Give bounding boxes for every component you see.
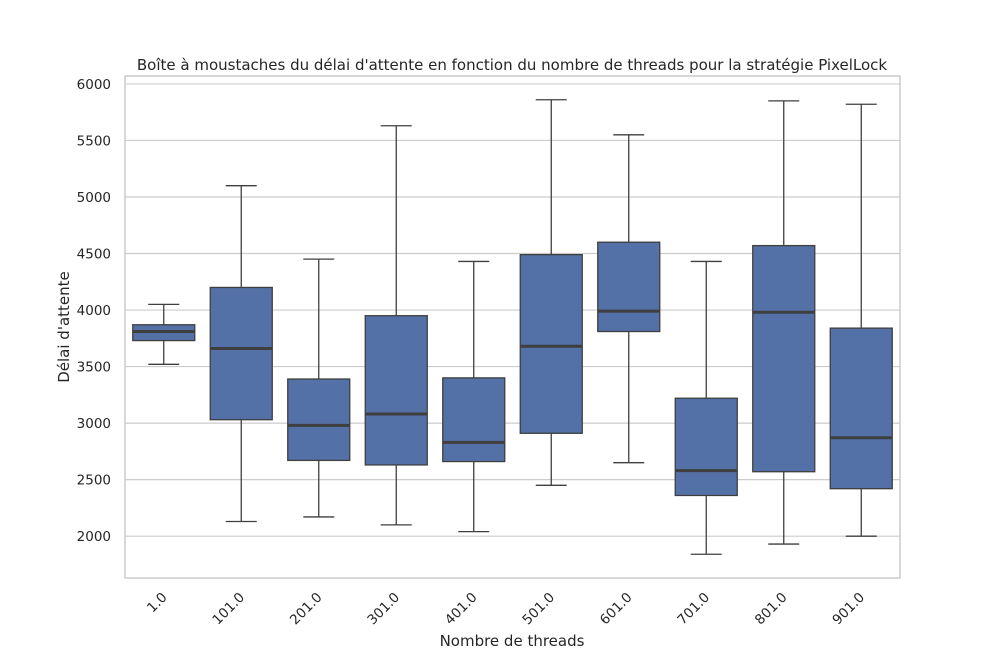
y-tick-label: 3500 bbox=[77, 360, 111, 376]
x-tick-label: 601.0 bbox=[597, 590, 636, 629]
box-group bbox=[442, 260, 506, 533]
box-group bbox=[752, 100, 816, 545]
y-tick-label: 5000 bbox=[77, 190, 111, 206]
chart-title: Boîte à moustaches du délai d'attente en… bbox=[137, 56, 888, 74]
y-axis-label: Délai d'attente bbox=[55, 271, 73, 383]
iqr-box bbox=[519, 253, 583, 434]
plot-frame bbox=[124, 75, 901, 579]
y-tick-label: 5500 bbox=[77, 133, 111, 149]
iqr-box bbox=[442, 377, 506, 463]
iqr-box bbox=[364, 315, 428, 466]
x-tick-label: 701.0 bbox=[674, 590, 713, 629]
box-group bbox=[597, 134, 661, 464]
x-tick-label: 501.0 bbox=[519, 590, 558, 629]
box-group bbox=[674, 260, 738, 555]
iqr-box bbox=[674, 397, 738, 497]
y-tick-label: 4500 bbox=[77, 247, 111, 263]
y-tick-label: 2000 bbox=[77, 529, 111, 545]
iqr-box bbox=[597, 241, 661, 333]
box-group bbox=[519, 99, 583, 486]
box-group bbox=[209, 185, 273, 523]
x-tick-label: 201.0 bbox=[287, 590, 326, 629]
y-tick-label: 3000 bbox=[77, 416, 111, 432]
x-tick-label: 101.0 bbox=[209, 590, 248, 629]
iqr-box bbox=[752, 244, 816, 473]
y-tick-label: 2500 bbox=[77, 473, 111, 489]
box-group bbox=[287, 258, 351, 518]
x-tick-label: 301.0 bbox=[364, 590, 403, 629]
box-group bbox=[364, 125, 428, 526]
y-tick-layer: 2000 2500 3000 3500 4000 4500 5000 5500 6000 bbox=[77, 77, 111, 545]
iqr-box bbox=[829, 327, 893, 490]
iqr-box bbox=[209, 286, 273, 421]
box-layer bbox=[132, 99, 893, 555]
y-tick-label: 4000 bbox=[77, 303, 111, 319]
box-group bbox=[829, 103, 893, 537]
y-tick-label: 6000 bbox=[77, 77, 111, 93]
x-tick-label: 1.0 bbox=[144, 590, 171, 617]
iqr-box bbox=[287, 378, 351, 462]
x-tick-layer: 1.0 101.0 201.0 301.0 401.0 501.0 601.0 701.0 80… bbox=[144, 590, 868, 629]
x-axis-label: Nombre de threads bbox=[440, 632, 585, 650]
x-tick-label: 901.0 bbox=[829, 590, 868, 629]
x-tick-label: 401.0 bbox=[442, 590, 481, 629]
box-group bbox=[132, 303, 196, 365]
x-tick-label: 801.0 bbox=[752, 590, 791, 629]
